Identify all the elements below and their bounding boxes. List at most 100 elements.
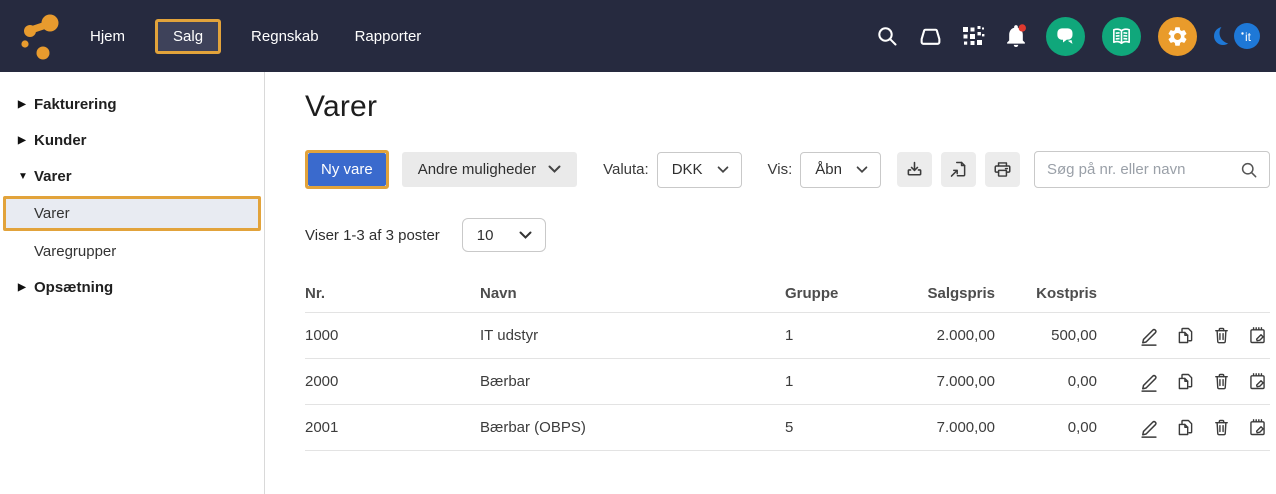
showing-count-text: Viser 1-3 af 3 poster: [305, 226, 440, 244]
row-actions: [1097, 371, 1270, 393]
topbar-icons: it: [874, 15, 1266, 57]
cell-navn: Bærbar (OBPS): [480, 419, 586, 436]
view-value: Åbn: [815, 161, 842, 178]
topbar: Hjem Salg Regnskab Rapporter: [0, 0, 1276, 72]
cell-nr: 2001: [305, 419, 339, 436]
sidebar-item-label: Kunder: [34, 131, 87, 149]
currency-value: DKK: [671, 161, 703, 178]
main-nav: Hjem Salg Regnskab Rapporter: [84, 18, 427, 54]
chevron-down-icon: [717, 165, 728, 173]
table-header-row: Nr. Navn Gruppe Salgspris Kostpris: [305, 274, 1270, 312]
row-actions: [1097, 417, 1270, 439]
download-button[interactable]: [897, 152, 932, 187]
chevron-down-icon: [856, 165, 868, 173]
notifications-bell-icon[interactable]: [1003, 23, 1029, 49]
nav-item-rapporter[interactable]: Rapporter: [354, 27, 422, 45]
sidebar-item-label: Varer: [34, 205, 70, 222]
nav-item-hjem[interactable]: Hjem: [90, 27, 126, 45]
table-row[interactable]: 2001 Bærbar (OBPS) 5 7.000,00 0,00: [305, 404, 1270, 450]
print-icon: [994, 162, 1011, 177]
sidebar-item-label: Varegrupper: [34, 242, 117, 260]
sidebar-item-opsaetning[interactable]: ▶ Opsætning: [0, 269, 264, 305]
table-row[interactable]: 1000 IT udstyr 1 2.000,00 500,00: [305, 312, 1270, 358]
more-options-label: Andre muligheder: [417, 161, 537, 178]
column-header-kostpris[interactable]: Kostpris: [1036, 284, 1097, 302]
page-title: Varer: [305, 90, 378, 123]
notes-icon[interactable]: [1246, 417, 1268, 439]
currency-select[interactable]: DKK: [656, 151, 742, 188]
chat-support-icon[interactable]: [1046, 16, 1085, 56]
nav-item-regnskab[interactable]: Regnskab: [251, 27, 319, 45]
view-select[interactable]: Åbn: [800, 151, 881, 188]
edit-icon[interactable]: [1138, 371, 1160, 393]
inbox-icon[interactable]: [917, 23, 943, 49]
cell-gruppe: 5: [785, 419, 794, 436]
table-body: 1000 IT udstyr 1 2.000,00 500,00: [305, 312, 1270, 450]
more-options-button[interactable]: Andre muligheder: [401, 152, 578, 187]
currency-label: Valuta:: [603, 161, 649, 178]
cell-salgspris: 2.000,00: [936, 327, 995, 344]
new-item-button[interactable]: Ny vare: [308, 153, 386, 186]
chevron-right-icon: ▶: [18, 281, 26, 293]
cell-gruppe: 1: [785, 327, 794, 344]
download-icon: [907, 161, 922, 176]
edit-icon[interactable]: [1138, 325, 1160, 347]
apps-grid-icon[interactable]: [960, 23, 986, 49]
sidebar-item-varer[interactable]: Varer: [6, 199, 258, 228]
sidebar-item-label: Fakturering: [34, 95, 117, 113]
cell-nr: 2000: [305, 373, 339, 390]
sidebar-item-fakturering[interactable]: ▶ Fakturering: [0, 86, 264, 122]
profile-it-logo[interactable]: it: [1214, 15, 1266, 57]
delete-icon[interactable]: [1210, 417, 1232, 439]
print-button[interactable]: [985, 152, 1020, 187]
items-table: Nr. Navn Gruppe Salgspris Kostpris 1000 …: [305, 274, 1270, 451]
table-bottom-border: [305, 450, 1270, 451]
notes-icon[interactable]: [1246, 325, 1268, 347]
cell-salgspris: 7.000,00: [936, 373, 995, 390]
cell-gruppe: 1: [785, 373, 794, 390]
column-header-navn[interactable]: Navn: [480, 284, 517, 302]
copy-icon[interactable]: [1174, 417, 1196, 439]
table-row[interactable]: 2000 Bærbar 1 7.000,00 0,00: [305, 358, 1270, 404]
row-actions: [1097, 325, 1270, 347]
sidebar-item-label: Opsætning: [34, 278, 114, 296]
sidebar-item-varer-group[interactable]: ▼ Varer: [0, 158, 264, 194]
search-input[interactable]: [1047, 161, 1239, 178]
copy-icon[interactable]: [1174, 371, 1196, 393]
sidebar-item-label: Varer: [34, 167, 72, 185]
notes-icon[interactable]: [1246, 371, 1268, 393]
results-meta: Viser 1-3 af 3 poster 10: [305, 218, 1270, 252]
cell-kostpris: 500,00: [1051, 327, 1097, 344]
export-button[interactable]: [941, 152, 976, 187]
cell-navn: IT udstyr: [480, 327, 539, 344]
cell-navn: Bærbar: [480, 373, 531, 390]
sidebar-item-kunder[interactable]: ▶ Kunder: [0, 122, 264, 158]
delete-icon[interactable]: [1210, 325, 1232, 347]
chevron-down-icon: [548, 165, 561, 173]
edit-icon[interactable]: [1138, 417, 1160, 439]
cell-kostpris: 0,00: [1067, 419, 1097, 436]
column-header-salgspris[interactable]: Salgspris: [927, 284, 995, 302]
selected-item-highlight-box: Varer: [3, 196, 261, 231]
column-header-gruppe[interactable]: Gruppe: [785, 284, 839, 302]
nav-item-salg[interactable]: Salg: [155, 18, 222, 54]
column-header-nr[interactable]: Nr.: [305, 284, 326, 302]
table-search: [1034, 151, 1270, 188]
chevron-down-icon: ▼: [18, 170, 28, 182]
page-size-value: 10: [476, 226, 494, 244]
cell-salgspris: 7.000,00: [936, 419, 995, 436]
copy-icon[interactable]: [1174, 325, 1196, 347]
delete-icon[interactable]: [1210, 371, 1232, 393]
help-book-icon[interactable]: [1102, 16, 1141, 56]
sidebar-item-varegrupper[interactable]: Varegrupper: [0, 233, 264, 269]
new-item-highlight-box: Ny vare: [305, 150, 389, 189]
settings-gear-icon[interactable]: [1158, 16, 1197, 56]
app-logo-icon[interactable]: [16, 11, 64, 61]
sidebar: ▶ Fakturering ▶ Kunder ▼ Varer Varer Var…: [0, 72, 265, 494]
chevron-down-icon: [519, 231, 532, 239]
search-icon[interactable]: [1239, 160, 1259, 180]
page-size-select[interactable]: 10: [461, 218, 546, 252]
chevron-right-icon: ▶: [18, 134, 26, 146]
toolbar: Ny vare Andre muligheder Valuta: DKK Vis…: [305, 150, 1270, 189]
search-icon[interactable]: [874, 23, 900, 49]
